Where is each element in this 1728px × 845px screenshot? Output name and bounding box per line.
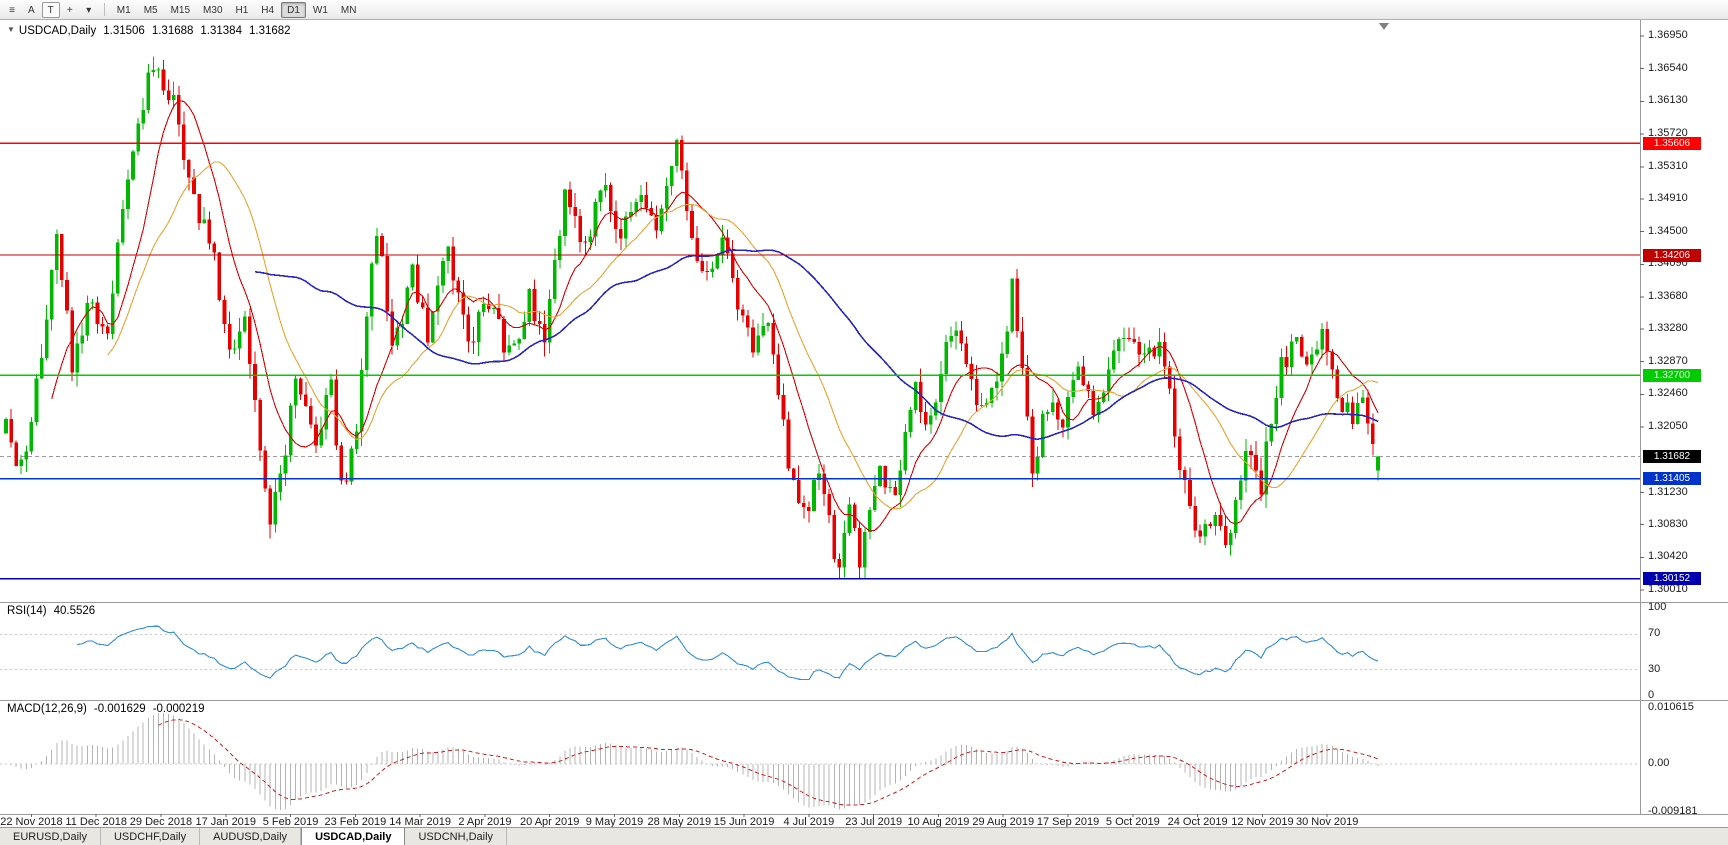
price-axis-label: 1.30830 xyxy=(1648,517,1688,530)
timeframe-w1-button[interactable]: W1 xyxy=(312,4,328,16)
date-axis-label: 29 Dec 2018 xyxy=(129,816,193,828)
symbol-timeframe-text: USDCAD,Daily xyxy=(18,25,97,37)
rsi-value: 40.5526 xyxy=(53,605,96,617)
date-axis-label: 22 Nov 2018 xyxy=(0,816,63,828)
tab-usdcad[interactable]: USDCAD,Daily xyxy=(301,828,406,845)
rsi-name: RSI(14) xyxy=(7,605,47,617)
timeframe-d1-button[interactable]: D1 xyxy=(281,1,306,18)
price-axis-label: 1.35310 xyxy=(1648,159,1688,172)
toolbar-separator xyxy=(103,3,105,16)
timeframe-m1-button[interactable]: M1 xyxy=(116,4,131,16)
tools-dropdown-arrow-icon[interactable]: ▾ xyxy=(86,4,92,16)
ohlc-high: 1.31688 xyxy=(151,25,194,37)
crosshair-tool-icon[interactable]: + xyxy=(66,4,73,16)
price-axis-label: 1.32870 xyxy=(1648,354,1688,367)
timeframe-m5-button[interactable]: M5 xyxy=(143,4,158,16)
hline-price-tag: 1.31405 xyxy=(1643,472,1701,486)
macd-level-label: 0.010615 xyxy=(1648,701,1694,713)
macd-indicator-label: MACD(12,26,9) -0.001629 -0.000219 xyxy=(7,703,204,715)
price-axis-label: 1.30420 xyxy=(1648,550,1688,563)
date-axis-label: 4 Jul 2019 xyxy=(783,816,835,828)
timeframe-h4-button[interactable]: H4 xyxy=(261,4,275,16)
date-axis-label: 2 Apr 2019 xyxy=(458,816,512,828)
hline-price-tag: 1.34206 xyxy=(1643,248,1701,262)
timeframe-m15-button[interactable]: M15 xyxy=(170,4,191,16)
date-axis-label: 5 Oct 2019 xyxy=(1105,816,1160,828)
date-axis-label: 5 Feb 2019 xyxy=(262,816,319,828)
rsi-indicator-label: RSI(14) 40.5526 xyxy=(7,605,95,617)
ohlc-open: 1.31506 xyxy=(103,25,145,37)
chart-marker-icon: ▼ xyxy=(7,25,15,34)
tab-usdcnh[interactable]: USDCNH,Daily xyxy=(405,828,508,845)
menu-icon[interactable]: ≡ xyxy=(9,4,15,16)
date-axis-label: 15 Jun 2019 xyxy=(713,816,775,828)
date-axis-label: 29 Aug 2019 xyxy=(972,816,1035,828)
rsi-level-label: 100 xyxy=(1648,601,1667,613)
price-axis-label: 1.30010 xyxy=(1648,583,1688,595)
timeframe-m30-button[interactable]: M30 xyxy=(203,4,223,16)
ohlc-low: 1.31384 xyxy=(200,25,242,37)
macd-name: MACD(12,26,9) xyxy=(7,703,87,715)
date-axis-label: 11 Dec 2018 xyxy=(65,816,127,828)
toolbar: ≡ A T + ▾ M1 M5 M15 M30 H1 H4 D1 W1 MN xyxy=(0,0,1728,20)
chart-tabs-bar: EURUSD,Daily USDCHF,Daily AUDUSD,Daily USDC… xyxy=(0,827,1728,845)
timeframe-mn-button[interactable]: MN xyxy=(340,4,357,16)
chart-canvas[interactable] xyxy=(0,0,1728,827)
chart-symbol-label: ▼ USDCAD,Daily 1.31506 1.31688 1.31384 1.3168… xyxy=(7,25,291,37)
tab-audusd[interactable]: AUDUSD,Daily xyxy=(200,828,302,845)
date-axis-label: 24 Oct 2019 xyxy=(1167,816,1228,828)
macd-level-label: -0.009181 xyxy=(1648,805,1698,817)
macd-value: -0.001629 xyxy=(93,703,146,715)
hline-price-tag: 1.30152 xyxy=(1643,572,1701,586)
date-axis-label: 10 Aug 2019 xyxy=(907,816,970,828)
price-axis-label: 1.32460 xyxy=(1648,387,1688,400)
price-axis-label: 1.32050 xyxy=(1648,420,1688,433)
price-axis-label: 1.36540 xyxy=(1648,61,1688,74)
ohlc-close: 1.31682 xyxy=(248,25,291,37)
price-axis-label: 1.36950 xyxy=(1648,29,1688,41)
date-axis-label: 28 May 2019 xyxy=(647,816,712,828)
text-tool[interactable]: T xyxy=(41,1,60,18)
macd-signal-value: -0.000219 xyxy=(152,703,205,715)
timeframe-buttons: M1 M5 M15 M30 H1 H4 D1 W1 MN xyxy=(111,1,363,18)
date-axis-label: 9 May 2019 xyxy=(585,816,644,828)
price-axis-label: 1.31230 xyxy=(1648,485,1688,498)
hline-price-tag: 1.35606 xyxy=(1643,136,1701,150)
tab-eurusd[interactable]: EURUSD,Daily xyxy=(0,828,101,845)
tab-usdchf[interactable]: USDCHF,Daily xyxy=(101,828,201,845)
price-axis-label: 1.34500 xyxy=(1648,224,1688,237)
annotate-a-tool[interactable]: A xyxy=(28,4,35,16)
date-axis-label: 14 Mar 2019 xyxy=(389,816,452,828)
date-axis-label: 17 Jan 2019 xyxy=(195,816,257,828)
price-axis-label: 1.33280 xyxy=(1648,321,1688,334)
toolbar-tools: ≡ A T + ▾ xyxy=(3,1,98,18)
timeframe-h1-button[interactable]: H1 xyxy=(235,4,249,16)
date-axis-label: 23 Jul 2019 xyxy=(845,816,903,828)
price-axis-label: 1.36130 xyxy=(1648,94,1688,107)
date-axis-label: 23 Feb 2019 xyxy=(324,816,387,828)
date-axis-label: 20 Apr 2019 xyxy=(520,816,580,828)
hline-price-tag: 1.32700 xyxy=(1643,368,1701,382)
macd-level-label: 0.00 xyxy=(1648,756,1670,769)
price-axis-label: 1.35720 xyxy=(1648,127,1688,140)
date-axis-label: 30 Nov 2019 xyxy=(1295,816,1359,828)
rsi-level-label: 30 xyxy=(1648,662,1661,675)
current-price-tag: 1.31682 xyxy=(1643,450,1701,464)
rsi-level-label: 70 xyxy=(1648,627,1661,640)
date-axis-label: 12 Nov 2019 xyxy=(1231,816,1294,828)
price-axis-label: 1.33680 xyxy=(1648,290,1688,303)
rsi-level-label: 0 xyxy=(1648,689,1655,701)
date-axis-label: 17 Sep 2019 xyxy=(1036,816,1100,828)
price-axis-label: 1.34910 xyxy=(1648,191,1688,204)
